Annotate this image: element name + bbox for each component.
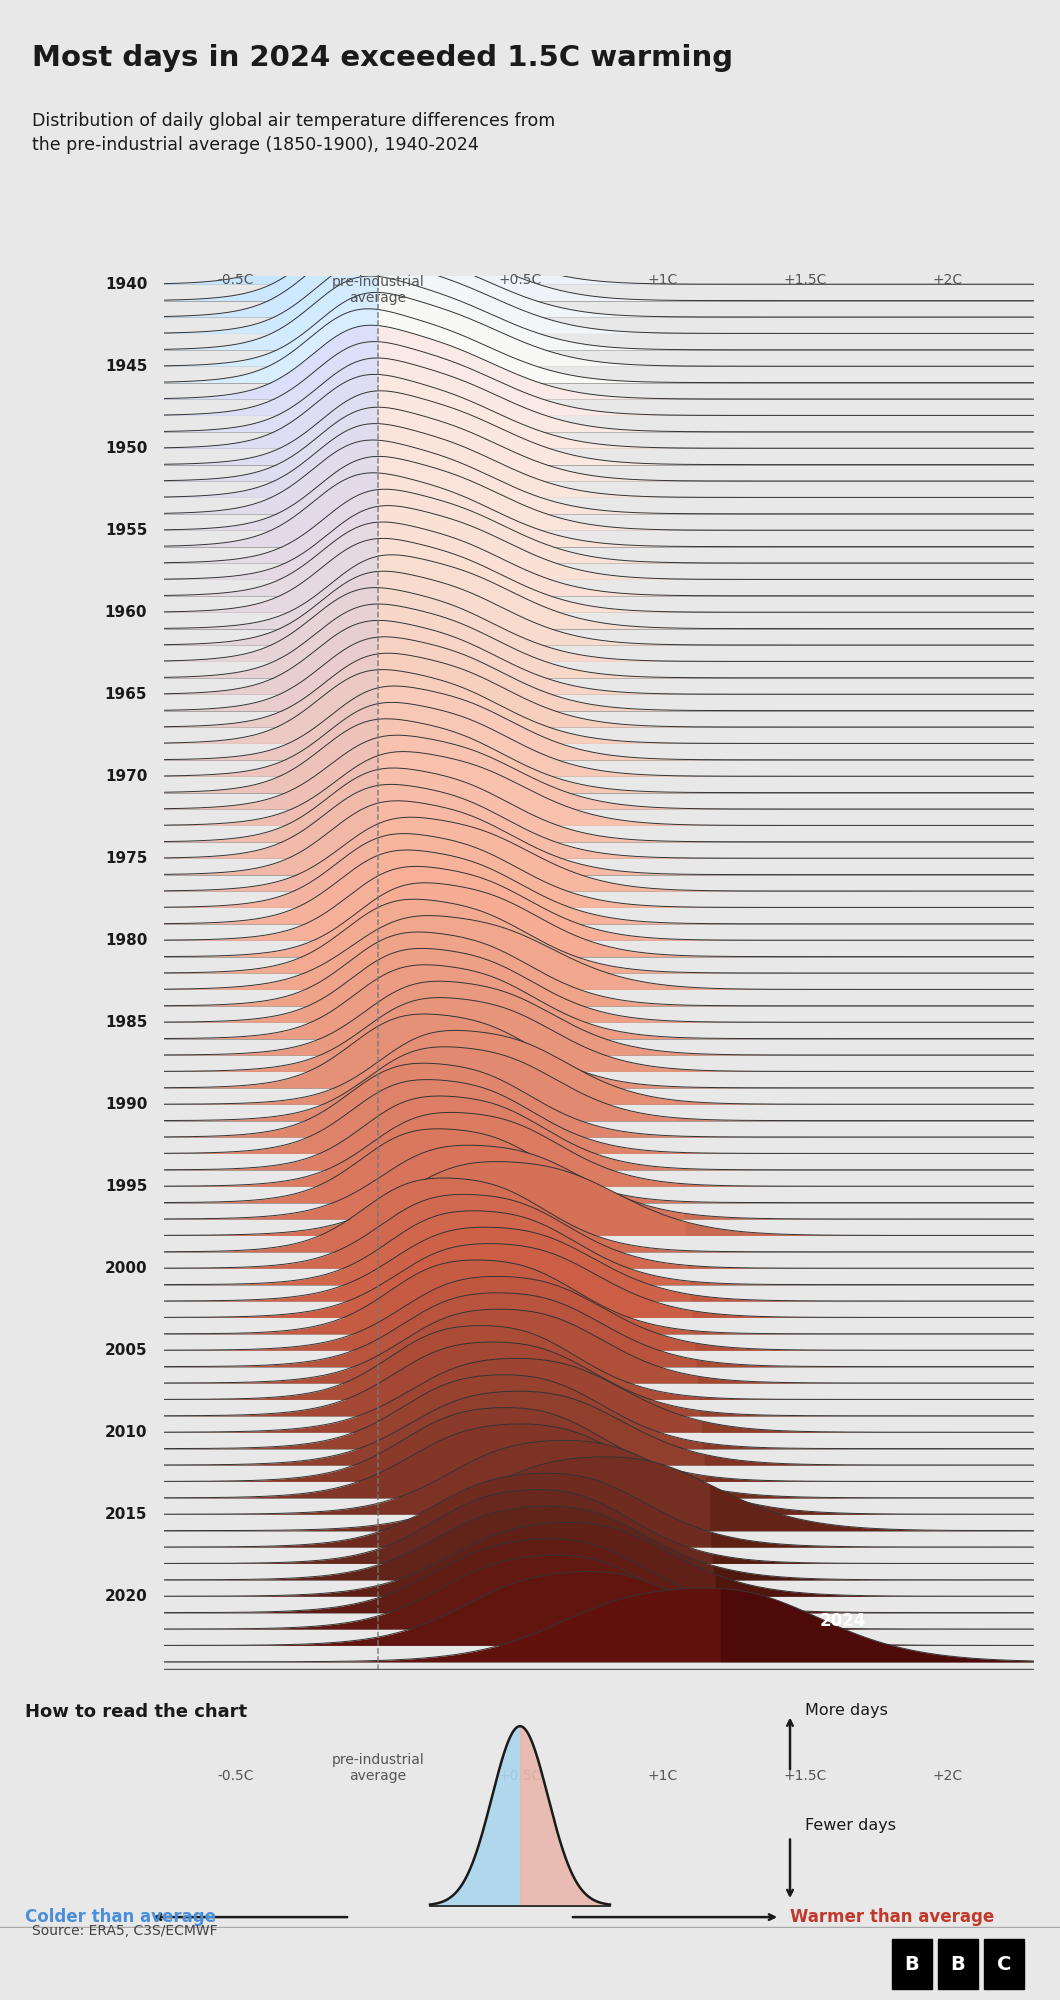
Text: How to read the chart: How to read the chart: [25, 1704, 247, 1722]
Text: 2005: 2005: [105, 1342, 147, 1358]
Text: +1C: +1C: [648, 272, 678, 286]
Text: -0.5C: -0.5C: [217, 272, 253, 286]
Text: 1995: 1995: [105, 1178, 147, 1194]
Text: 2015: 2015: [105, 1506, 147, 1522]
Text: Most days in 2024 exceeded 1.5C warming: Most days in 2024 exceeded 1.5C warming: [32, 44, 732, 72]
Text: +0.5C: +0.5C: [499, 1768, 542, 1784]
Text: +0.5C: +0.5C: [499, 272, 542, 286]
Text: 1960: 1960: [105, 604, 147, 620]
Text: Warmer than average: Warmer than average: [790, 1908, 994, 1926]
Text: 1950: 1950: [105, 440, 147, 456]
Text: Source: ERA5, C3S/ECMWF: Source: ERA5, C3S/ECMWF: [32, 1924, 217, 1938]
Text: Fewer days: Fewer days: [805, 1818, 896, 1834]
Text: 1965: 1965: [105, 686, 147, 702]
Text: B: B: [951, 1954, 966, 1974]
Text: +1.5C: +1.5C: [783, 272, 827, 286]
Text: +1.5C: +1.5C: [783, 1768, 827, 1784]
Text: 2020: 2020: [105, 1588, 147, 1604]
Text: +2C: +2C: [933, 272, 964, 286]
Text: 1985: 1985: [105, 1014, 147, 1030]
Text: Distribution of daily global air temperature differences from
the pre-industrial: Distribution of daily global air tempera…: [32, 112, 555, 154]
Text: 1975: 1975: [105, 850, 147, 866]
Text: C: C: [996, 1954, 1011, 1974]
Text: pre-industrial
average: pre-industrial average: [332, 274, 424, 306]
Text: +1C: +1C: [648, 1768, 678, 1784]
Text: B: B: [904, 1954, 919, 1974]
Text: 1940: 1940: [105, 276, 147, 292]
Text: 2024: 2024: [819, 1612, 866, 1630]
Text: 2010: 2010: [105, 1424, 147, 1440]
Text: 2000: 2000: [105, 1260, 147, 1276]
Bar: [891, 1940, 932, 1988]
Text: +2C: +2C: [933, 1768, 964, 1784]
Text: More days: More days: [805, 1704, 888, 1718]
Bar: [984, 1940, 1024, 1988]
Text: Colder than average: Colder than average: [25, 1908, 216, 1926]
Text: -0.5C: -0.5C: [217, 1768, 253, 1784]
Text: 1945: 1945: [105, 358, 147, 374]
Text: 1955: 1955: [105, 522, 147, 538]
Text: 1990: 1990: [105, 1096, 147, 1112]
Text: pre-industrial
average: pre-industrial average: [332, 1752, 424, 1784]
Text: 1980: 1980: [105, 932, 147, 948]
Text: 1970: 1970: [105, 768, 147, 784]
Bar: [938, 1940, 978, 1988]
